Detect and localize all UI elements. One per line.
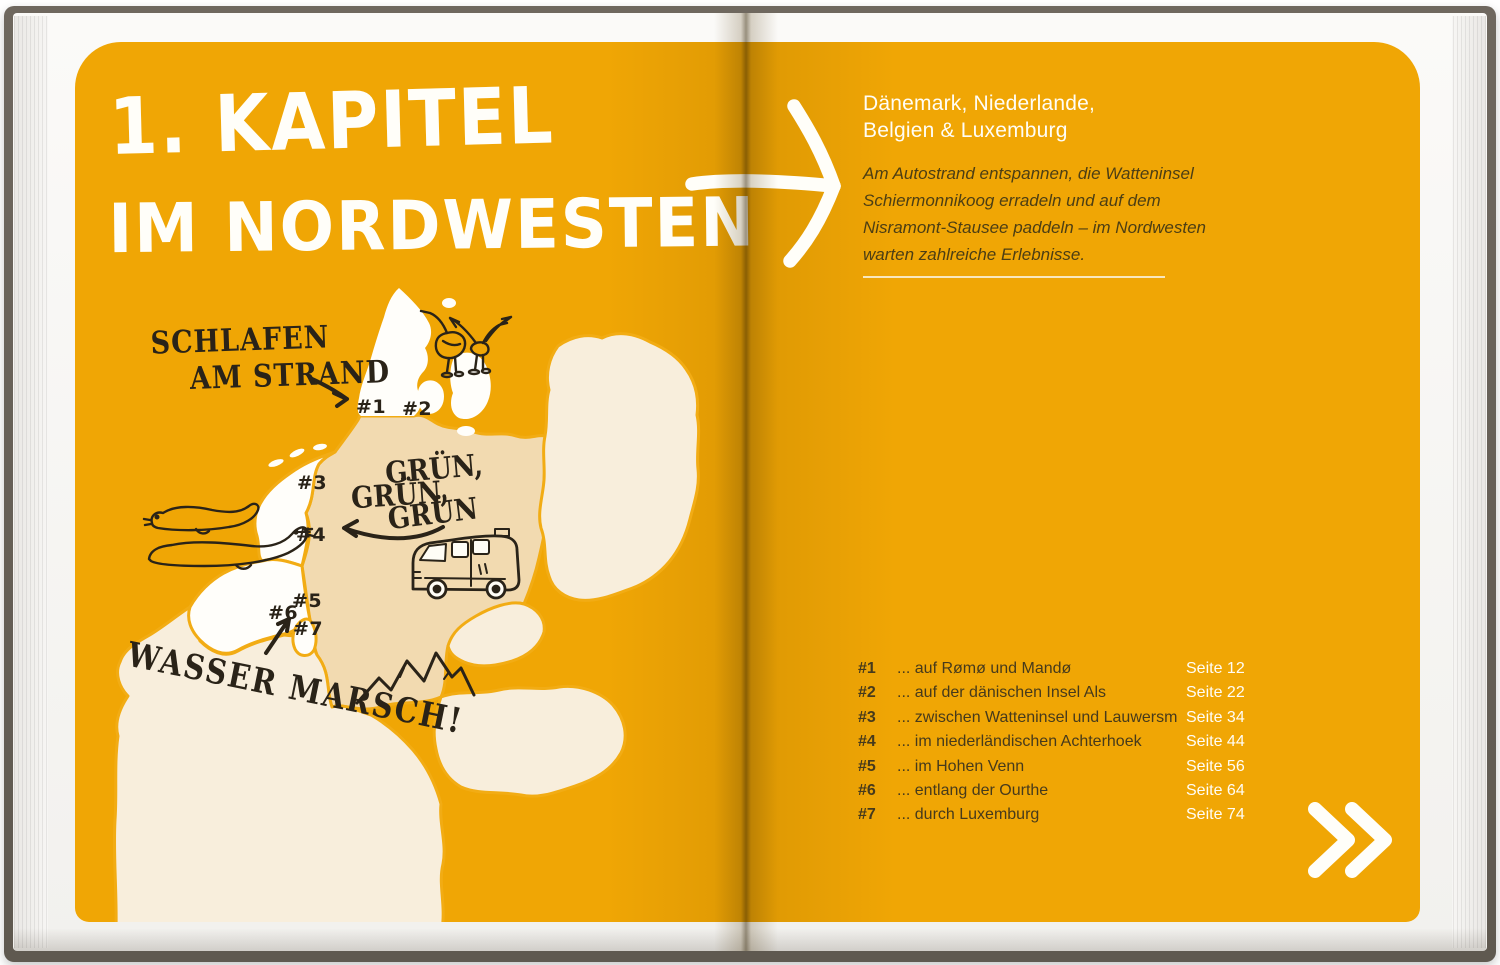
label-line: AM STRAND bbox=[189, 354, 391, 398]
region-heading-line1: Dänemark, Niederlande, bbox=[863, 92, 1096, 115]
map-marker-3: #3 bbox=[297, 472, 328, 494]
country-poland bbox=[538, 332, 701, 602]
toc-page: Seite 74 bbox=[1186, 806, 1245, 824]
toc-row: #7 ... durch Luxemburg Seite 74 bbox=[858, 806, 1248, 830]
toc-num: #5 bbox=[858, 757, 876, 775]
toc-row: #5 ... im Hohen Venn Seite 56 bbox=[858, 758, 1248, 782]
mountains-icon bbox=[355, 651, 476, 705]
intro-line: Am Autostrand entspannen, die Watteninse… bbox=[863, 164, 1194, 183]
toc-row: #1 ... auf Rømø und Mandø Seite 12 bbox=[858, 660, 1248, 684]
chapter-title-line2: IM NORDWESTEN bbox=[107, 183, 757, 270]
intro-line: warten zahlreiche Erlebnisse. bbox=[863, 245, 1086, 264]
toc-row: #6 ... entlang der Ourthe Seite 64 bbox=[858, 782, 1248, 806]
toc-row: #4 ... im niederländischen Achterhoek Se… bbox=[858, 733, 1248, 757]
map-marker-2: #2 bbox=[402, 398, 433, 420]
crane-flapping-icon bbox=[448, 315, 513, 376]
toc-num: #7 bbox=[858, 806, 876, 824]
region-heading-line2: Belgien & Luxemburg bbox=[863, 119, 1068, 142]
toc-title: ... auf der dänischen Insel Als bbox=[897, 684, 1107, 702]
toc-num: #4 bbox=[858, 733, 876, 751]
toc-num: #1 bbox=[858, 660, 876, 677]
toc-title: ... im niederländischen Achterhoek bbox=[897, 733, 1142, 751]
toc-num: #3 bbox=[858, 708, 876, 726]
intro-line: Schiermonnikoog erradeln und auf dem bbox=[863, 191, 1161, 210]
region-heading: Dänemark, Niederlande, Belgien & Luxembu… bbox=[863, 90, 1095, 144]
wadden-islands bbox=[268, 443, 327, 467]
label-schlafen-am-strand: SCHLAFEN AM STRAND bbox=[150, 318, 391, 400]
country-luxembourg bbox=[291, 617, 318, 657]
toc-num: #6 bbox=[858, 781, 876, 799]
toc-num: #2 bbox=[858, 684, 876, 702]
arrow-right-icon bbox=[685, 99, 841, 268]
toc-page: Seite 64 bbox=[1186, 781, 1245, 799]
map-marker-7: #7 bbox=[293, 618, 324, 640]
toc-title: ... zwischen Watteninsel und Lauwersmeer bbox=[897, 708, 1178, 726]
chapter-toc-list: #1 ... auf Rømø und Mandø Seite 12 #2 ..… bbox=[858, 660, 1248, 831]
page-stack-right-edge bbox=[1452, 16, 1486, 948]
toc-page: Seite 44 bbox=[1186, 733, 1245, 751]
seal-icon bbox=[142, 502, 315, 570]
camper-van-icon bbox=[411, 528, 521, 600]
toc-row: #2 ... auf der dänischen Insel Als Seite… bbox=[858, 684, 1248, 708]
toc-page: Seite 22 bbox=[1186, 684, 1245, 702]
country-denmark bbox=[357, 288, 491, 436]
northwest-europe-map bbox=[112, 288, 701, 922]
right-page bbox=[746, 42, 1420, 922]
intro-paragraph: Am Autostrand entspannen, die Watteninse… bbox=[863, 160, 1206, 268]
crane-icon bbox=[419, 309, 467, 379]
map-marker-6: #6 bbox=[268, 602, 299, 624]
page-stack-left-edge bbox=[14, 16, 48, 948]
divider-rule bbox=[863, 276, 1165, 278]
toc-page: Seite 12 bbox=[1186, 660, 1245, 677]
page-bottom-shadow bbox=[14, 928, 1486, 951]
toc-title: ... durch Luxemburg bbox=[897, 806, 1040, 824]
chapter-title-line1: 1. KAPITEL bbox=[107, 69, 556, 174]
double-chevron-icon bbox=[1308, 802, 1392, 878]
map-marker-1: #1 bbox=[356, 396, 387, 418]
toc-row: #3 ... zwischen Watteninsel und Lauwersm… bbox=[858, 709, 1248, 733]
toc-title: ... im Hohen Venn bbox=[897, 757, 1025, 775]
country-czechia bbox=[446, 601, 546, 668]
country-austria bbox=[432, 684, 627, 798]
map-annotation-arrows bbox=[264, 377, 445, 655]
toc-page: Seite 56 bbox=[1186, 757, 1245, 775]
toc-title: ... auf Rømø und Mandø bbox=[897, 660, 1072, 677]
intro-line: Nisramont-Stausee paddeln – im Nordweste… bbox=[863, 218, 1207, 237]
toc-page: Seite 34 bbox=[1186, 708, 1245, 726]
toc-title: ... entlang der Ourthe bbox=[897, 781, 1049, 799]
map-marker-5: #5 bbox=[292, 590, 323, 612]
map-marker-4: #4 bbox=[296, 524, 327, 546]
